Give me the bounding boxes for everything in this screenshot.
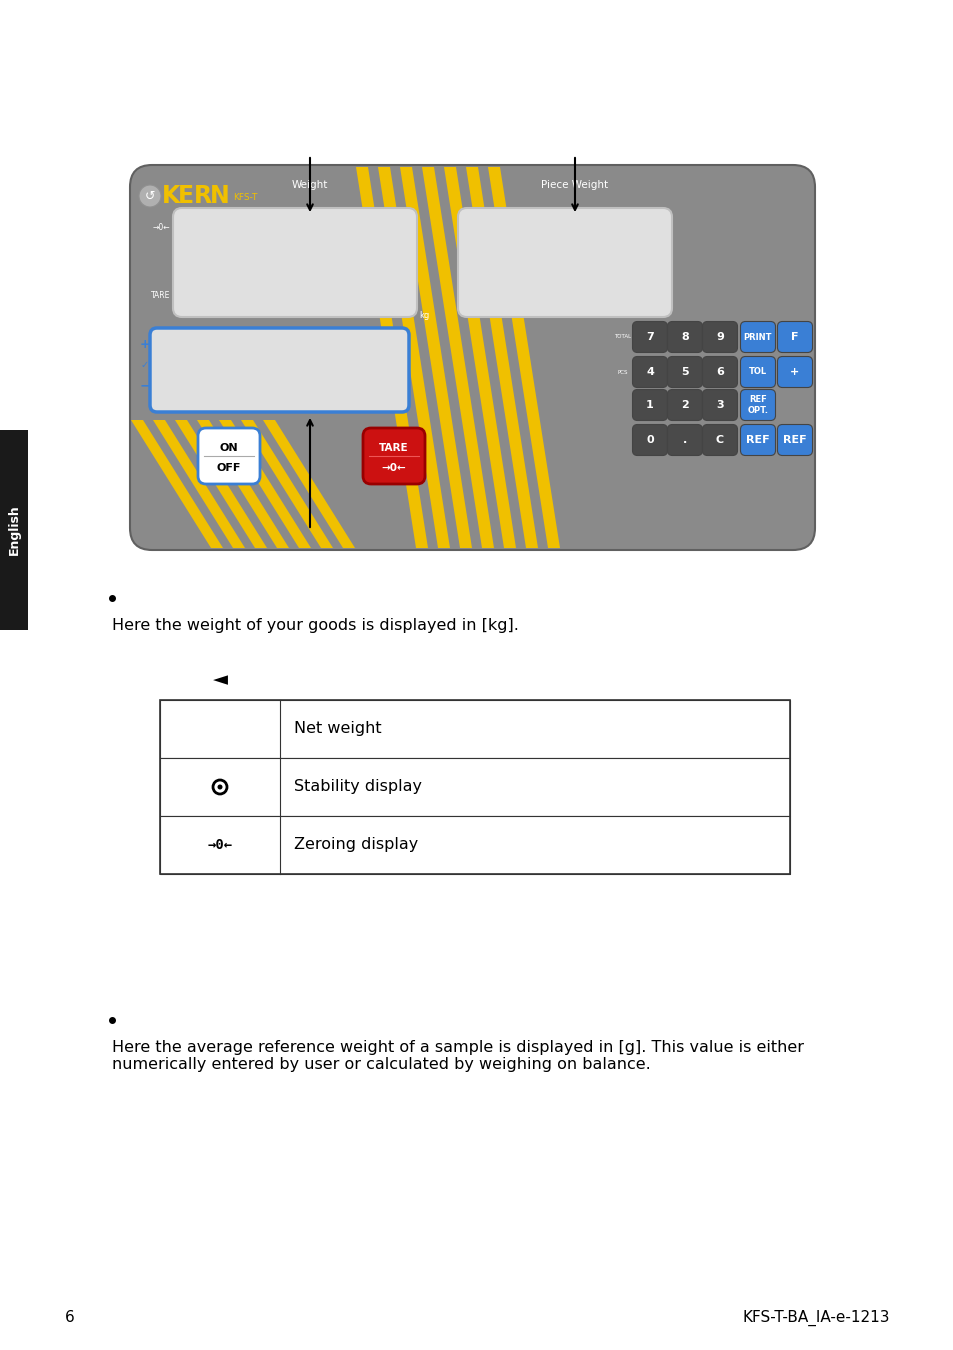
FancyBboxPatch shape: [130, 165, 814, 549]
FancyBboxPatch shape: [667, 390, 701, 420]
Text: REF: REF: [782, 435, 806, 446]
FancyBboxPatch shape: [740, 424, 775, 455]
Text: Piece Weight: Piece Weight: [541, 180, 608, 190]
FancyBboxPatch shape: [363, 428, 424, 485]
Polygon shape: [421, 167, 494, 548]
FancyBboxPatch shape: [667, 424, 701, 455]
Text: R: R: [193, 184, 212, 208]
Text: 0: 0: [645, 435, 653, 446]
Bar: [0, 431, 28, 630]
Text: 5: 5: [680, 367, 688, 377]
FancyBboxPatch shape: [198, 428, 260, 485]
Polygon shape: [219, 420, 311, 548]
Polygon shape: [355, 167, 428, 548]
FancyBboxPatch shape: [740, 321, 775, 352]
Text: 7: 7: [645, 332, 653, 342]
Text: K: K: [162, 184, 180, 208]
Text: E: E: [178, 184, 193, 208]
FancyBboxPatch shape: [777, 321, 812, 352]
FancyBboxPatch shape: [667, 356, 701, 387]
Text: English: English: [8, 505, 20, 555]
Text: Net weight: Net weight: [294, 721, 381, 737]
Bar: [160, 701, 789, 873]
Text: N: N: [210, 184, 230, 208]
Text: Weight: Weight: [292, 180, 328, 190]
Text: −: −: [139, 378, 151, 392]
Text: C: C: [715, 435, 723, 446]
Text: PRINT: PRINT: [743, 332, 771, 342]
Text: kg: kg: [418, 310, 429, 320]
Text: →0←: →0←: [381, 463, 406, 472]
Polygon shape: [399, 167, 472, 548]
Text: 2: 2: [680, 400, 688, 410]
FancyBboxPatch shape: [701, 424, 737, 455]
FancyBboxPatch shape: [777, 356, 812, 387]
Text: Here the weight of your goods is displayed in [kg].: Here the weight of your goods is display…: [112, 618, 518, 633]
Text: Stability display: Stability display: [294, 779, 421, 795]
Text: F: F: [790, 332, 798, 342]
FancyBboxPatch shape: [740, 356, 775, 387]
FancyBboxPatch shape: [740, 390, 775, 420]
Polygon shape: [131, 420, 223, 548]
Text: 6: 6: [65, 1311, 74, 1326]
Bar: [160, 757, 789, 815]
Text: TOTAL: TOTAL: [614, 335, 631, 339]
Text: ON: ON: [219, 443, 238, 454]
Polygon shape: [241, 420, 333, 548]
Text: Zeroing display: Zeroing display: [294, 837, 417, 852]
Text: →0←: →0←: [152, 224, 170, 232]
Circle shape: [139, 185, 161, 207]
Circle shape: [217, 784, 222, 790]
FancyBboxPatch shape: [172, 208, 416, 317]
FancyBboxPatch shape: [701, 356, 737, 387]
FancyBboxPatch shape: [701, 390, 737, 420]
Polygon shape: [152, 420, 245, 548]
Text: 4: 4: [645, 367, 653, 377]
FancyBboxPatch shape: [457, 208, 671, 317]
Text: +: +: [139, 339, 151, 351]
Text: KFS-T-BA_IA-e-1213: KFS-T-BA_IA-e-1213: [741, 1310, 889, 1326]
Polygon shape: [196, 420, 289, 548]
FancyBboxPatch shape: [632, 356, 667, 387]
Polygon shape: [263, 420, 355, 548]
FancyBboxPatch shape: [701, 321, 737, 352]
Text: →0←: →0←: [207, 838, 233, 852]
Text: TOL: TOL: [748, 367, 766, 377]
Bar: [160, 701, 789, 757]
Text: TARE: TARE: [378, 443, 409, 454]
FancyBboxPatch shape: [150, 328, 409, 412]
Polygon shape: [443, 167, 516, 548]
Polygon shape: [488, 167, 559, 548]
Text: 8: 8: [680, 332, 688, 342]
Text: 1: 1: [645, 400, 653, 410]
FancyBboxPatch shape: [632, 424, 667, 455]
Text: ◄: ◄: [213, 671, 227, 690]
FancyBboxPatch shape: [632, 390, 667, 420]
Text: 3: 3: [716, 400, 723, 410]
Text: REF
OPT.: REF OPT.: [747, 396, 768, 414]
FancyBboxPatch shape: [632, 321, 667, 352]
Text: KFS-T: KFS-T: [233, 193, 257, 201]
Text: Here the average reference weight of a sample is displayed in [g]. This value is: Here the average reference weight of a s…: [112, 1040, 803, 1072]
Text: ↺: ↺: [145, 189, 155, 202]
Polygon shape: [465, 167, 537, 548]
Text: .: .: [682, 435, 686, 446]
Text: TARE: TARE: [151, 290, 170, 300]
Text: ✓: ✓: [141, 360, 149, 370]
Polygon shape: [174, 420, 267, 548]
Bar: [160, 815, 789, 873]
Polygon shape: [377, 167, 450, 548]
Text: 6: 6: [716, 367, 723, 377]
Text: PCS: PCS: [618, 370, 628, 374]
FancyBboxPatch shape: [777, 424, 812, 455]
Text: OFF: OFF: [216, 463, 241, 472]
Text: REF: REF: [745, 435, 769, 446]
Text: +: +: [789, 367, 799, 377]
Text: 9: 9: [716, 332, 723, 342]
FancyBboxPatch shape: [667, 321, 701, 352]
